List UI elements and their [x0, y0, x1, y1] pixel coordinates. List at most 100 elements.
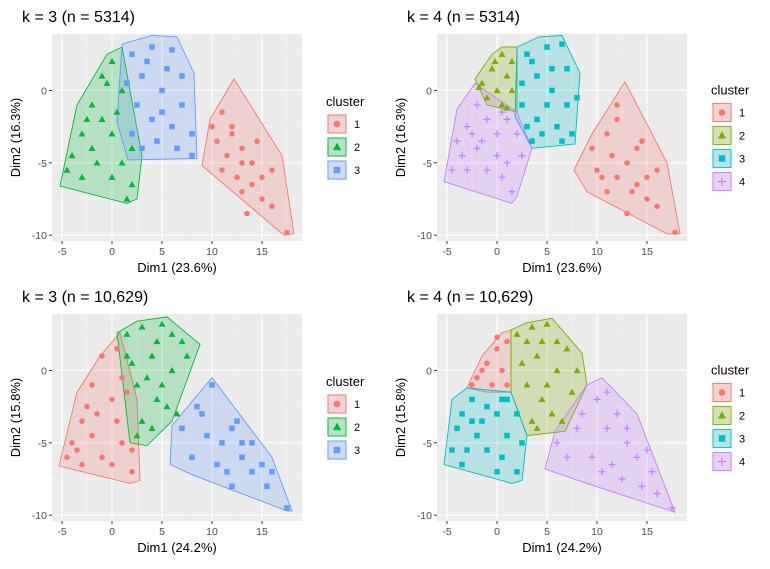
cluster-3-point	[239, 454, 245, 461]
cluster-2-point	[108, 173, 116, 180]
cluster-1-point	[474, 374, 480, 381]
cluster-3-points	[179, 382, 290, 511]
legend-key-symbol	[718, 389, 726, 396]
legend-item-2: 2	[712, 125, 745, 146]
cluster-4-point	[508, 188, 516, 196]
y-axis-label: Dim2 (16.3%)	[8, 98, 23, 177]
cluster-3-point	[219, 440, 225, 446]
cluster-3-point	[564, 65, 570, 72]
cluster-2-point	[178, 338, 186, 345]
cluster-2-point	[523, 381, 531, 388]
plot-data	[59, 34, 295, 236]
cluster-1-hull	[573, 80, 681, 235]
x-tick-label: -5	[57, 246, 66, 258]
cluster-4-point	[498, 173, 506, 181]
cluster-3-point	[189, 454, 195, 461]
cluster-1-point	[114, 418, 120, 424]
cluster-2-point	[128, 144, 136, 151]
cluster-3-point	[229, 483, 235, 490]
chart-title: k = 4 (n = 10,629)	[407, 289, 533, 306]
cluster-2-point	[158, 381, 166, 388]
cluster-3-point	[504, 396, 510, 403]
cluster-3-point	[484, 403, 490, 410]
cluster-1-point	[239, 145, 245, 152]
cluster-2-point	[98, 72, 106, 79]
cluster-2-point	[88, 101, 96, 108]
cluster-2-point	[123, 352, 131, 359]
cluster-3-point	[449, 447, 455, 453]
cluster-3-point	[524, 123, 530, 130]
cluster-2-point	[113, 108, 121, 115]
cluster-1-point	[79, 461, 85, 468]
cluster-2-point	[548, 410, 556, 417]
cluster-2-point	[138, 323, 146, 330]
cluster-2-point	[158, 320, 166, 327]
cluster-3-point	[234, 418, 240, 424]
cluster-2-points	[475, 50, 516, 111]
cluster-3-point	[574, 94, 580, 101]
cluster-3-point	[189, 131, 195, 137]
legend-label: 2	[354, 422, 360, 434]
cluster-2-point	[523, 338, 531, 345]
cluster-4-point	[593, 395, 601, 403]
cluster-2-point	[118, 159, 126, 166]
y-tick-label: -10	[32, 510, 47, 522]
minor-gridlines	[437, 34, 687, 241]
cluster-1-point	[594, 167, 600, 173]
cluster-2-point	[475, 84, 483, 91]
cluster-4-point	[468, 130, 476, 138]
cluster-2-point	[148, 424, 156, 431]
cluster-1-point	[114, 345, 120, 352]
cluster-1-point	[489, 382, 495, 388]
cluster-4-point	[653, 489, 661, 497]
cluster-1-point	[74, 447, 80, 453]
cluster-3-point	[494, 469, 500, 475]
cluster-1-point	[109, 461, 115, 468]
cluster-3-point	[474, 432, 480, 439]
cluster-4-points	[448, 101, 526, 196]
cluster-3-point	[519, 102, 525, 108]
cluster-3-points	[519, 41, 580, 144]
cluster-2-point	[123, 195, 131, 202]
cluster-1-point	[624, 160, 630, 166]
cluster-2-point	[133, 381, 141, 388]
cluster-2-point	[543, 320, 551, 327]
cluster-3-point	[189, 152, 195, 159]
cluster-2-point	[163, 403, 171, 410]
cluster-4-point	[623, 439, 631, 447]
cluster-1-point	[259, 174, 265, 181]
cluster-1-point	[209, 123, 215, 130]
legend-item-1: 1	[327, 394, 360, 414]
cluster-3-point	[149, 116, 155, 123]
y-tick-label: -5	[423, 158, 432, 170]
chart-title: k = 3 (n = 5314)	[22, 9, 135, 26]
cluster-1-point	[239, 189, 245, 195]
cluster-2-point	[503, 104, 511, 111]
cluster-4-point	[448, 166, 456, 174]
cluster-2-point	[108, 130, 116, 137]
cluster-3-point	[229, 425, 235, 432]
cluster-4-point	[608, 461, 616, 469]
cluster-2-point	[153, 395, 161, 403]
legend-key-symbol	[332, 422, 342, 431]
cluster-1-point	[219, 109, 225, 115]
cluster-2-point	[491, 58, 499, 65]
x-tick-label: 0	[494, 246, 500, 258]
cluster-4-point	[648, 468, 656, 476]
cluster-2-point	[543, 381, 551, 388]
x-axis-label: Dim1 (23.6%)	[522, 260, 601, 275]
legend-item-3: 3	[327, 440, 360, 460]
cluster-3-point	[154, 138, 160, 144]
y-tick-label: 0	[426, 365, 432, 377]
cluster-1-point	[629, 189, 635, 195]
cluster-1-hull	[58, 331, 141, 484]
legend-item-4: 4	[712, 451, 745, 472]
legend-key-symbol	[718, 109, 726, 116]
cluster-3-point	[479, 418, 485, 424]
cluster-3-point	[194, 403, 200, 410]
cluster-1-point	[224, 152, 230, 159]
cluster-2-point	[128, 359, 136, 366]
cluster-3-point	[524, 51, 530, 58]
